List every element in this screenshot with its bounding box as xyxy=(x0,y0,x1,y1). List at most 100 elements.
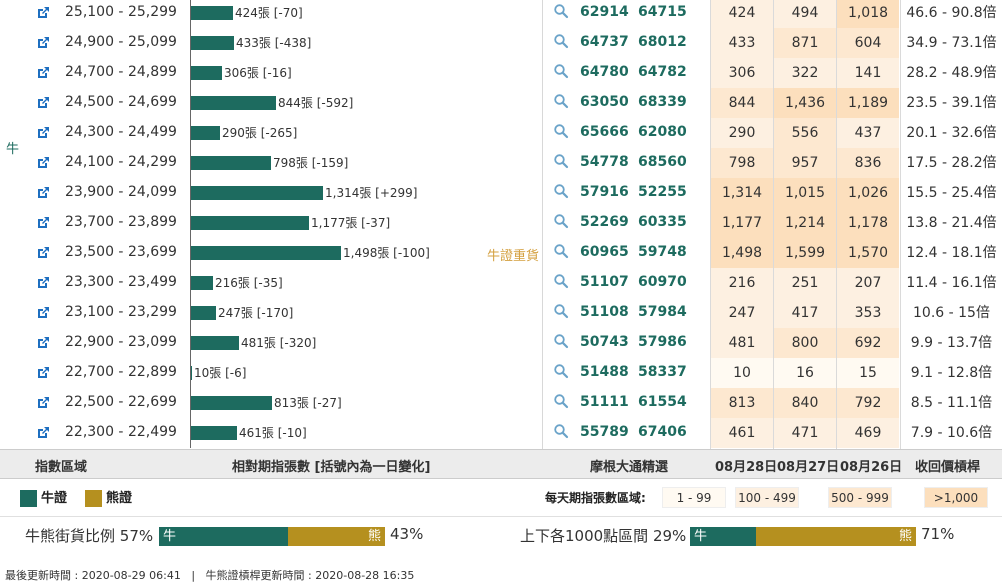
search-icon[interactable] xyxy=(553,393,569,409)
day1-count: 10 xyxy=(711,358,773,388)
table-header: 指數區域 相對期指張數 [括號內為一日變化] 摩根大通精選 08月28日 08月… xyxy=(0,449,1002,479)
warrant-code-2[interactable]: 62080 xyxy=(638,124,687,140)
day1-count: 461 xyxy=(711,418,773,448)
search-icon[interactable] xyxy=(553,63,569,79)
day2-count: 1,015 xyxy=(774,178,836,208)
search-icon[interactable] xyxy=(553,363,569,379)
warrant-code-1[interactable]: 63050 xyxy=(580,94,629,110)
external-link-icon[interactable] xyxy=(35,35,51,51)
warrant-code-1[interactable]: 60965 xyxy=(580,244,629,260)
day3-count: 1,026 xyxy=(837,178,899,208)
warrant-code-2[interactable]: 57986 xyxy=(638,334,687,350)
warrant-code-2[interactable]: 52255 xyxy=(638,184,687,200)
warrant-code-1[interactable]: 51108 xyxy=(580,304,629,320)
search-icon[interactable] xyxy=(553,273,569,289)
warrant-code-1[interactable]: 50743 xyxy=(580,334,629,350)
warrant-code-2[interactable]: 68339 xyxy=(638,94,687,110)
external-link-icon[interactable] xyxy=(35,245,51,261)
legend-separator xyxy=(0,516,1002,517)
header-leverage: 收回價槓桿 xyxy=(915,460,981,475)
index-range: 24,700 - 24,899 xyxy=(65,64,177,80)
warrant-code-2[interactable]: 68560 xyxy=(638,154,687,170)
warrant-code-1[interactable]: 54778 xyxy=(580,154,629,170)
table-row: 25,100 - 25,299 424張 [-70] 62914 64715 424 49… xyxy=(0,0,1002,28)
search-icon[interactable] xyxy=(553,93,569,109)
search-icon[interactable] xyxy=(553,33,569,49)
search-icon[interactable] xyxy=(553,333,569,349)
warrant-code-1[interactable]: 64737 xyxy=(580,34,629,50)
external-link-icon[interactable] xyxy=(35,215,51,231)
search-icon[interactable] xyxy=(553,213,569,229)
count-bar xyxy=(191,366,192,380)
warrant-code-2[interactable]: 60335 xyxy=(638,214,687,230)
external-link-icon[interactable] xyxy=(35,305,51,321)
count-bar xyxy=(191,186,323,200)
table-row: 24,100 - 24,299 798張 [-159] 54778 68560 798 9… xyxy=(0,148,1002,178)
ratio1-bull-segment: 牛 xyxy=(159,527,288,546)
warrant-code-2[interactable]: 64782 xyxy=(638,64,687,80)
day3-count: 141 xyxy=(837,58,899,88)
search-icon[interactable] xyxy=(553,243,569,259)
footer: 最後更新時間 : 2020-08-29 06:41 | 牛熊證槓桿更新時間 : … xyxy=(5,567,414,583)
external-link-icon[interactable] xyxy=(35,65,51,81)
warrant-code-1[interactable]: 55789 xyxy=(580,424,629,440)
search-icon[interactable] xyxy=(553,153,569,169)
warrant-code-1[interactable]: 52269 xyxy=(580,214,629,230)
warrant-code-2[interactable]: 60970 xyxy=(638,274,687,290)
count-bar xyxy=(191,216,309,230)
external-link-icon[interactable] xyxy=(35,275,51,291)
day3-count: 437 xyxy=(837,118,899,148)
warrant-code-1[interactable]: 51111 xyxy=(580,394,629,410)
warrant-code-2[interactable]: 68012 xyxy=(638,34,687,50)
bar-axis xyxy=(190,328,191,358)
search-icon[interactable] xyxy=(553,423,569,439)
warrant-code-2[interactable]: 67406 xyxy=(638,424,687,440)
day1-count: 813 xyxy=(711,388,773,418)
warrant-code-2[interactable]: 64715 xyxy=(638,4,687,20)
warrant-code-2[interactable]: 61554 xyxy=(638,394,687,410)
warrant-code-2[interactable]: 57984 xyxy=(638,304,687,320)
warrant-code-1[interactable]: 57916 xyxy=(580,184,629,200)
external-link-icon[interactable] xyxy=(35,365,51,381)
ratio2-label: 上下各1000點區間 29% xyxy=(520,525,686,546)
day3-count: 836 xyxy=(837,148,899,178)
external-link-icon[interactable] xyxy=(35,125,51,141)
header-index-range: 指數區域 xyxy=(35,460,88,475)
header-broker: 摩根大通精選 xyxy=(590,460,669,475)
external-link-icon[interactable] xyxy=(35,5,51,21)
footer-leverage-update-time: 牛熊證槓桿更新時間 : 2020-08-28 16:35 xyxy=(205,569,415,582)
warrant-code-1[interactable]: 51488 xyxy=(580,364,629,380)
external-link-icon[interactable] xyxy=(35,155,51,171)
table-row: 24,700 - 24,899 306張 [-16] 64780 64782 306 32… xyxy=(0,58,1002,88)
search-icon[interactable] xyxy=(553,183,569,199)
warrant-code-1[interactable]: 51107 xyxy=(580,274,629,290)
warrant-code-1[interactable]: 64780 xyxy=(580,64,629,80)
search-icon[interactable] xyxy=(553,3,569,19)
count-bar xyxy=(191,336,239,350)
warrant-code-2[interactable]: 59748 xyxy=(638,244,687,260)
table-row: 23,900 - 24,099 1,314張 [+299] 57916 52255 1,… xyxy=(0,178,1002,208)
grid-line xyxy=(773,0,774,449)
legend-bear-label: 熊證 xyxy=(106,491,133,506)
count-bar xyxy=(191,126,220,140)
external-link-icon[interactable] xyxy=(35,185,51,201)
external-link-icon[interactable] xyxy=(35,425,51,441)
leverage-range: 17.5 - 28.2倍 xyxy=(906,155,997,171)
external-link-icon[interactable] xyxy=(35,95,51,111)
bar-axis xyxy=(190,118,191,148)
warrant-code-1[interactable]: 65666 xyxy=(580,124,629,140)
warrant-code-1[interactable]: 62914 xyxy=(580,4,629,20)
warrant-code-2[interactable]: 58337 xyxy=(638,364,687,380)
day3-count: 1,018 xyxy=(837,0,899,28)
count-label: 844張 [-592] xyxy=(278,96,354,110)
external-link-icon[interactable] xyxy=(35,335,51,351)
external-link-icon[interactable] xyxy=(35,395,51,411)
ratio1-label: 牛熊街貨比例 57% xyxy=(25,525,153,546)
count-bar xyxy=(191,36,234,50)
count-label: 424張 [-70] xyxy=(235,6,303,20)
header-date-3: 08月26日 xyxy=(840,460,903,475)
search-icon[interactable] xyxy=(553,123,569,139)
day1-count: 216 xyxy=(711,268,773,298)
search-icon[interactable] xyxy=(553,303,569,319)
leverage-range: 34.9 - 73.1倍 xyxy=(906,35,997,51)
